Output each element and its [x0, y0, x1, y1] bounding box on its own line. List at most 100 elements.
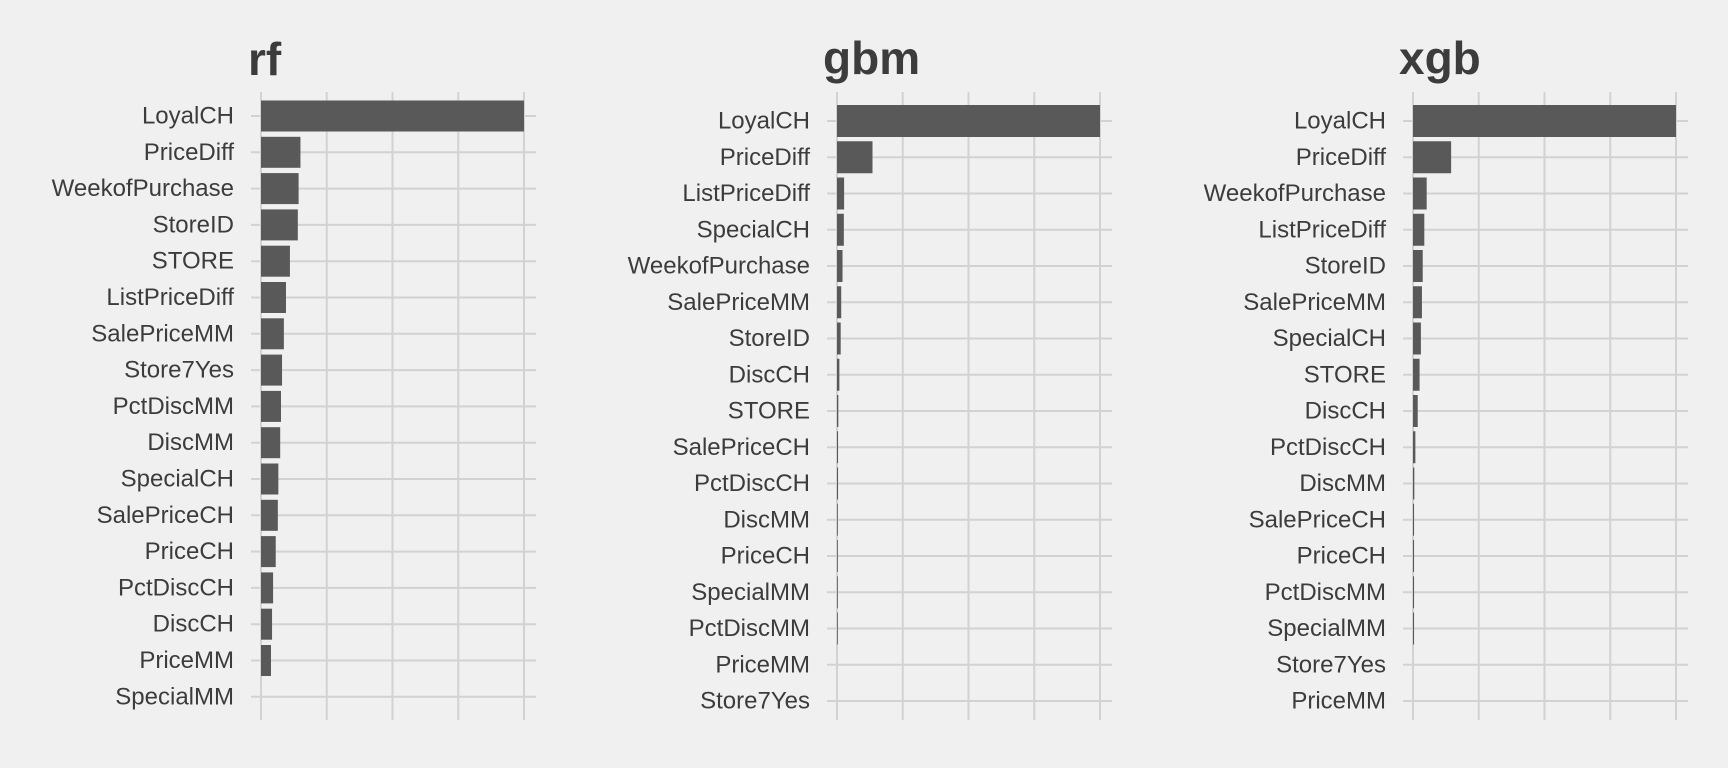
- category-label: PriceDiff: [1296, 144, 1387, 171]
- category-label: SalePriceCH: [97, 502, 234, 529]
- category-label: WeekofPurchase: [628, 253, 810, 280]
- bar-pricediff: [261, 136, 301, 168]
- bar-loyalch: [261, 100, 524, 132]
- bar-pricediff: [837, 141, 873, 174]
- category-label: PriceCH: [721, 543, 810, 570]
- rf-panel: LoyalCH PriceDiff WeekofPurchase StoreID STO…: [52, 33, 536, 720]
- category-label: SpecialCH: [697, 216, 810, 243]
- bar-discch: [261, 608, 273, 640]
- category-label: ListPriceDiff: [682, 180, 810, 207]
- category-label: PriceMM: [139, 647, 234, 674]
- category-label: PctDiscCH: [694, 470, 810, 497]
- bar-specialch: [261, 463, 279, 495]
- bar-pricemm: [261, 645, 271, 676]
- xgb-panel: LoyalCH PriceDiff WeekofPurchase ListPriceD…: [1204, 32, 1688, 720]
- bar-pricech: [261, 536, 276, 568]
- bar-salepricemm: [261, 318, 284, 350]
- category-label: SpecialCH: [121, 466, 234, 493]
- bar-salepricech: [837, 431, 839, 464]
- bar-pctdiscch: [837, 467, 839, 500]
- bar-store7yes: [261, 354, 283, 386]
- bar-store: [837, 395, 839, 427]
- category-label: StoreID: [729, 325, 810, 352]
- bar-listpricediff: [837, 177, 845, 210]
- category-label: SalePriceMM: [1243, 289, 1386, 316]
- bar-pctdiscch: [1413, 431, 1416, 464]
- bar-specialch: [1413, 322, 1421, 355]
- bar-storeid: [837, 322, 841, 355]
- bar-weekofpurchase: [1413, 177, 1427, 210]
- gbm-panel: LoyalCH PriceDiff ListPriceDiff SpecialCH We…: [628, 32, 1112, 720]
- bar-specialch: [837, 213, 844, 246]
- bar-pricech: [837, 540, 838, 572]
- bar-discmm: [1413, 467, 1415, 500]
- bar-pricech: [1413, 540, 1415, 572]
- bar-loyalch: [1413, 105, 1676, 137]
- category-label: DiscCH: [153, 611, 234, 638]
- category-label: DiscMM: [1299, 470, 1386, 497]
- bar-salepricech: [1413, 503, 1415, 536]
- category-label: PctDiscCH: [118, 574, 234, 601]
- bar-specialmm: [837, 576, 838, 609]
- category-label: DiscMM: [147, 429, 234, 456]
- category-label: PriceDiff: [144, 139, 235, 166]
- bar-salepricemm: [1413, 286, 1422, 319]
- category-label: PriceCH: [1297, 543, 1386, 570]
- category-label: PctDiscMM: [689, 615, 810, 642]
- category-label: ListPriceDiff: [1258, 216, 1386, 243]
- category-label: Store7Yes: [700, 688, 810, 715]
- category-label: SalePriceMM: [667, 289, 810, 316]
- bar-listpricediff: [261, 282, 286, 313]
- panel-title: rf: [248, 33, 282, 85]
- category-label: PriceMM: [1291, 688, 1386, 715]
- category-label: PctDiscMM: [1265, 579, 1386, 606]
- category-label: ListPriceDiff: [106, 284, 234, 311]
- category-label: LoyalCH: [142, 103, 234, 130]
- bar-listpricediff: [1413, 213, 1425, 246]
- bar-store: [1413, 358, 1420, 391]
- bar-salepricech: [261, 499, 278, 531]
- bar-storeid: [261, 209, 298, 241]
- bar-pctdiscmm: [261, 390, 281, 422]
- category-label: StoreID: [1305, 253, 1386, 280]
- category-label: Store7Yes: [124, 357, 234, 384]
- category-label: DiscCH: [729, 361, 810, 388]
- bar-pctdiscch: [261, 572, 274, 604]
- category-label: SalePriceCH: [1249, 506, 1386, 533]
- bar-weekofpurchase: [261, 173, 299, 205]
- bar-discmm: [837, 503, 838, 536]
- category-label: Store7Yes: [1276, 651, 1386, 678]
- bar-loyalch: [837, 105, 1100, 137]
- category-label: STORE: [152, 248, 234, 275]
- bar-specialmm: [1413, 612, 1415, 645]
- category-label: PriceDiff: [720, 144, 811, 171]
- category-label: SalePriceMM: [91, 320, 234, 347]
- bar-weekofpurchase: [837, 250, 843, 282]
- category-label: SpecialMM: [115, 683, 234, 710]
- category-label: PriceMM: [715, 651, 810, 678]
- panel-title: gbm: [823, 32, 920, 84]
- bar-pctdiscmm: [837, 612, 838, 645]
- category-label: LoyalCH: [1294, 108, 1386, 135]
- category-label: StoreID: [153, 211, 234, 238]
- category-label: DiscMM: [723, 506, 810, 533]
- bar-discmm: [261, 427, 281, 459]
- category-label: PriceCH: [145, 538, 234, 565]
- category-label: WeekofPurchase: [52, 175, 234, 202]
- category-label: STORE: [728, 398, 810, 425]
- bar-store: [261, 245, 290, 277]
- bar-pctdiscmm: [1413, 576, 1415, 609]
- bar-salepricemm: [837, 286, 842, 319]
- bar-pricediff: [1413, 141, 1452, 174]
- category-label: PctDiscMM: [113, 393, 234, 420]
- category-label: SpecialMM: [691, 579, 810, 606]
- category-label: LoyalCH: [718, 108, 810, 135]
- bar-storeid: [1413, 250, 1423, 282]
- category-label: PctDiscCH: [1270, 434, 1386, 461]
- category-label: SpecialMM: [1267, 615, 1386, 642]
- category-label: DiscCH: [1305, 398, 1386, 425]
- bar-discch: [1413, 395, 1418, 427]
- category-label: SpecialCH: [1273, 325, 1386, 352]
- category-label: SalePriceCH: [673, 434, 810, 461]
